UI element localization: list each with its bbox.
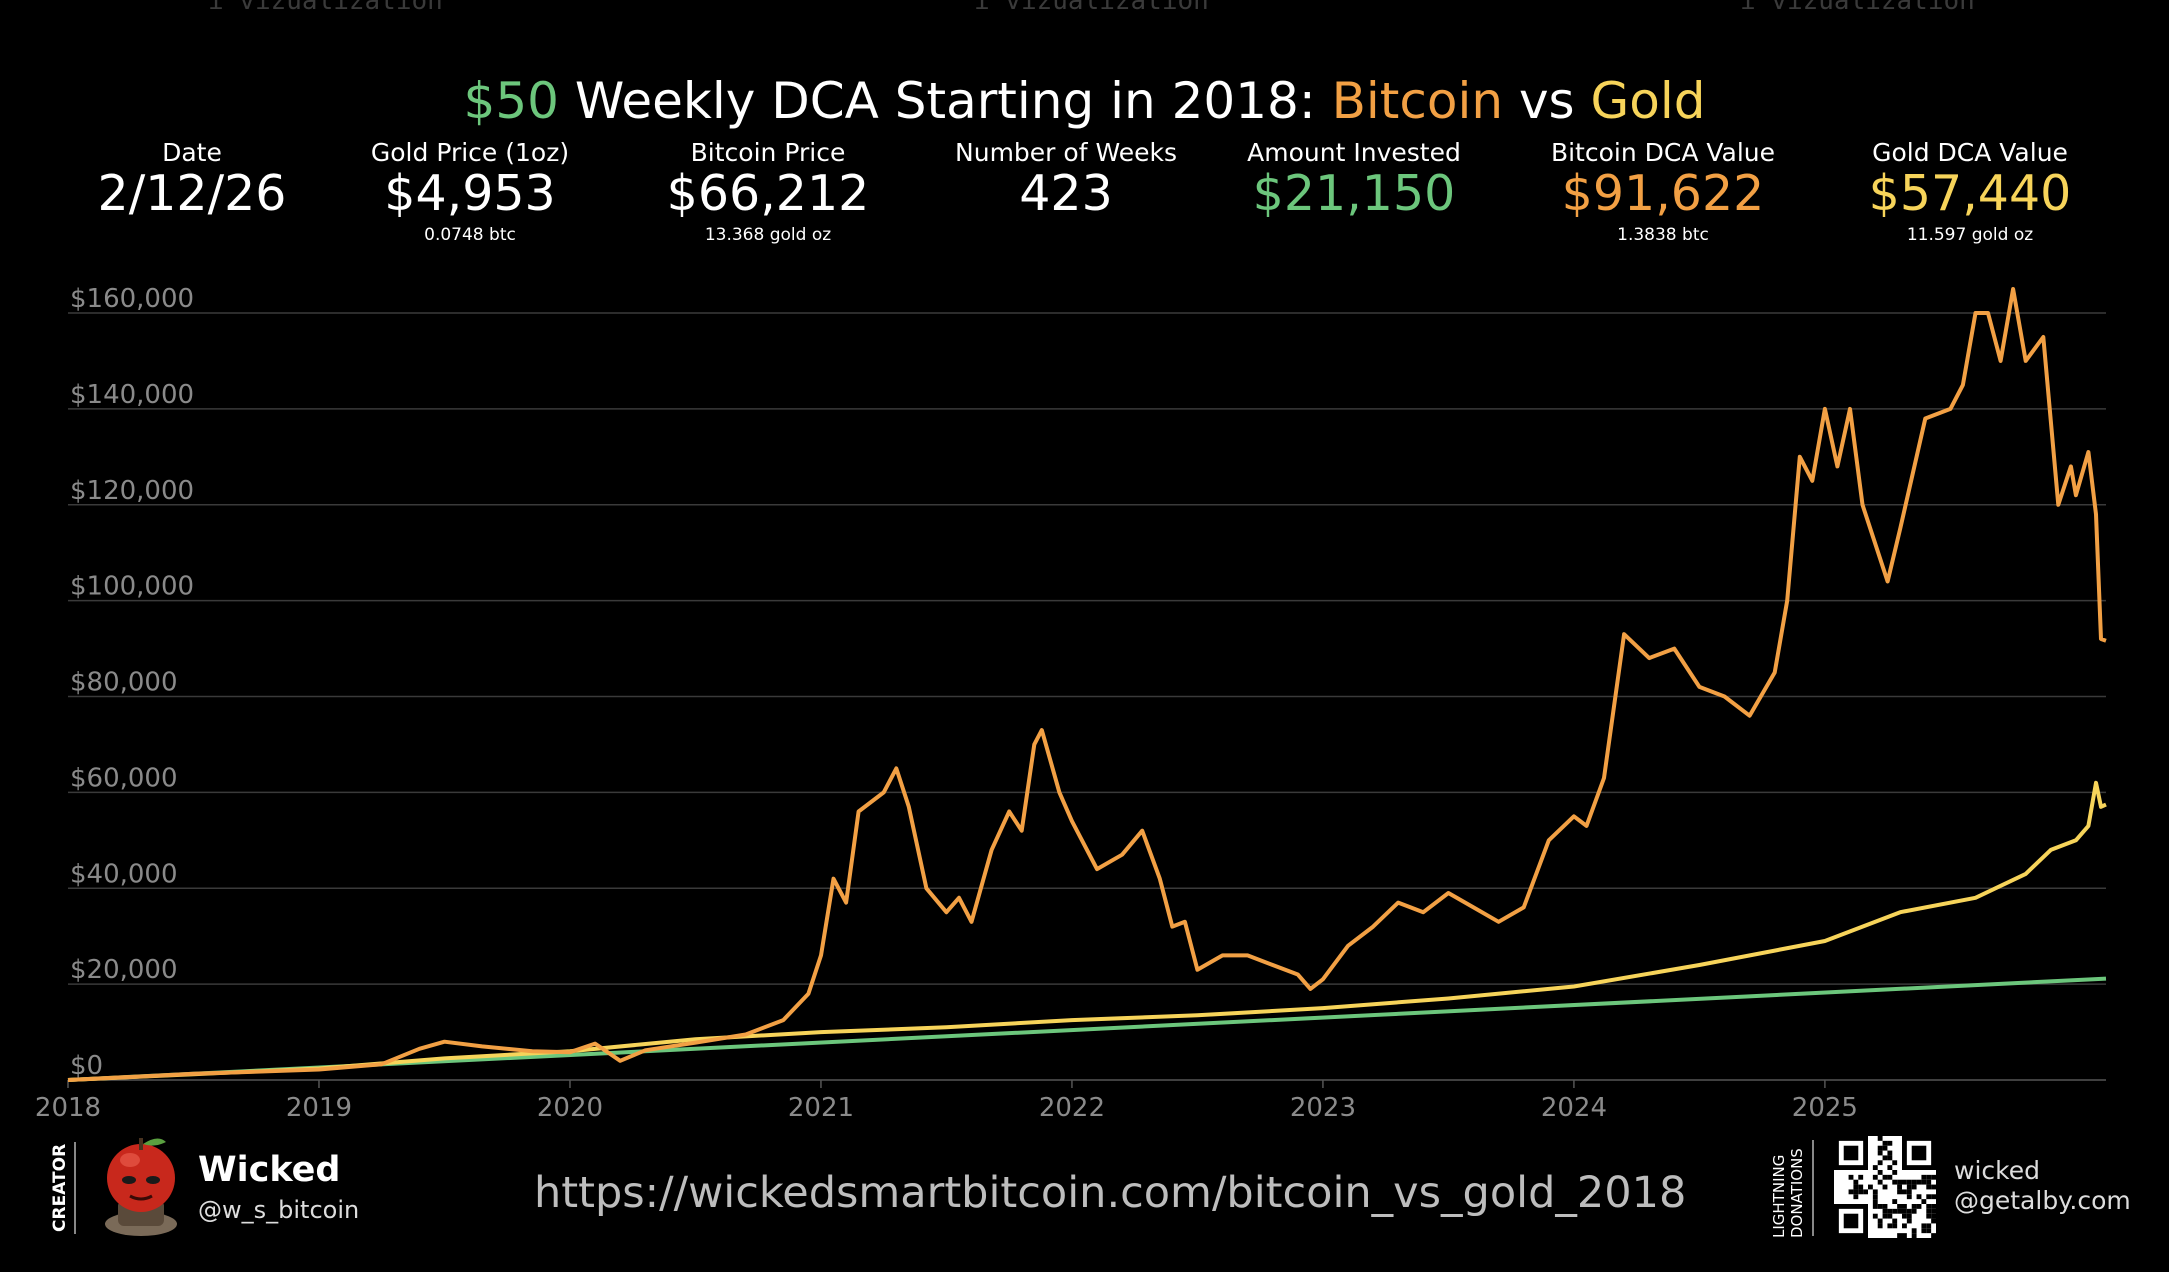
stat-date: Date 2/12/26	[42, 138, 342, 225]
y-tick-label: $160,000	[70, 284, 194, 314]
title-bitcoin: Bitcoin	[1331, 72, 1504, 130]
stat-label: Number of Weeks	[955, 138, 1177, 167]
stat-label: Bitcoin Price	[690, 138, 846, 167]
series-line-bitcoin	[67, 287, 2107, 1082]
stat-sub: 0.0748 btc	[424, 225, 516, 245]
y-tick-label: $100,000	[70, 572, 194, 602]
watermark-text: i vizualization	[1740, 0, 1975, 16]
stat-bitcoin-price: Bitcoin Price $66,212 13.368 gold oz	[618, 138, 918, 245]
stat-bitcoin-dca: Bitcoin DCA Value $91,622 1.3838 btc	[1513, 138, 1813, 245]
x-tick-label: 2021	[788, 1093, 854, 1123]
y-tick-label: $80,000	[70, 668, 178, 698]
watermark-text: i vizualization	[208, 0, 443, 16]
stat-value: 423	[1019, 165, 1113, 222]
stat-sub: 11.597 gold oz	[1906, 225, 2034, 245]
title-vs: vs	[1503, 72, 1591, 130]
stat-label: Gold DCA Value	[1872, 138, 2068, 167]
stat-invested: Amount Invested $21,150	[1204, 138, 1504, 225]
x-tick-label: 2020	[537, 1093, 603, 1123]
title-main: Weekly DCA Starting in 2018:	[558, 72, 1332, 130]
stat-value: 2/12/26	[97, 165, 287, 222]
title-amount: $50	[463, 72, 559, 130]
qr-code-icon[interactable]	[1834, 1136, 1936, 1238]
source-url-link[interactable]: https://wickedsmartbitcoin.com/bitcoin_v…	[534, 1168, 1687, 1218]
stat-value: $66,212	[666, 165, 870, 222]
creator-label: CREATOR	[50, 1143, 70, 1232]
chart-title: $50 Weekly DCA Starting in 2018: Bitcoin…	[0, 72, 2169, 130]
creator-avatar	[105, 1138, 177, 1236]
stat-label: Bitcoin DCA Value	[1550, 138, 1776, 167]
x-tick-label: 2022	[1039, 1093, 1105, 1123]
stat-label: Amount Invested	[1247, 138, 1461, 167]
x-tick-label: 2025	[1792, 1093, 1858, 1123]
divider	[74, 1142, 76, 1234]
lightning-address[interactable]: wicked @getalby.com	[1954, 1156, 2131, 1216]
stat-value: $4,953	[384, 165, 556, 222]
stat-value: $21,150	[1252, 165, 1456, 222]
stat-sub: 1.3838 btc	[1617, 225, 1709, 245]
watermark-text: i vizualization	[974, 0, 1209, 16]
stat-label: Gold Price (1oz)	[370, 138, 570, 167]
lightning-label-line: LIGHTNING	[1770, 1154, 1788, 1238]
line-chart: $0 $20,000 $40,000 $60,000 $80,000 $100,000 $1…	[35, 284, 2107, 1123]
lightning-address-user: wicked	[1954, 1156, 2040, 1185]
x-tick-label: 2024	[1541, 1093, 1607, 1123]
lightning-donations-label: LIGHTNING DONATIONS	[1770, 1128, 1806, 1238]
x-tick-label: 2023	[1290, 1093, 1356, 1123]
x-tick-label: 2019	[286, 1093, 352, 1123]
stat-label: Date	[162, 138, 222, 167]
stat-value: $57,440	[1868, 165, 2072, 222]
y-tick-label: $120,000	[70, 476, 194, 506]
divider	[1812, 1140, 1814, 1236]
stat-sub: 13.368 gold oz	[704, 225, 832, 245]
y-tick-label: $140,000	[70, 380, 194, 410]
stat-weeks: Number of Weeks 423	[916, 138, 1216, 225]
y-tick-label: $40,000	[70, 859, 178, 889]
donations-label-line: DONATIONS	[1788, 1148, 1806, 1238]
stat-gold-price: Gold Price (1oz) $4,953 0.0748 btc	[320, 138, 620, 245]
title-gold: Gold	[1590, 72, 1706, 130]
creator-name: Wicked	[198, 1150, 341, 1190]
creator-handle[interactable]: @w_s_bitcoin	[198, 1196, 360, 1224]
x-tick-label: 2018	[35, 1093, 101, 1123]
y-tick-label: $60,000	[70, 763, 178, 793]
lightning-address-domain: @getalby.com	[1954, 1186, 2131, 1215]
stat-value: $91,622	[1561, 165, 1765, 222]
stat-gold-dca: Gold DCA Value $57,440 11.597 gold oz	[1820, 138, 2120, 245]
series-line-gold	[67, 780, 2107, 1082]
y-tick-label: $0	[70, 1051, 103, 1081]
y-tick-label: $20,000	[70, 955, 178, 985]
